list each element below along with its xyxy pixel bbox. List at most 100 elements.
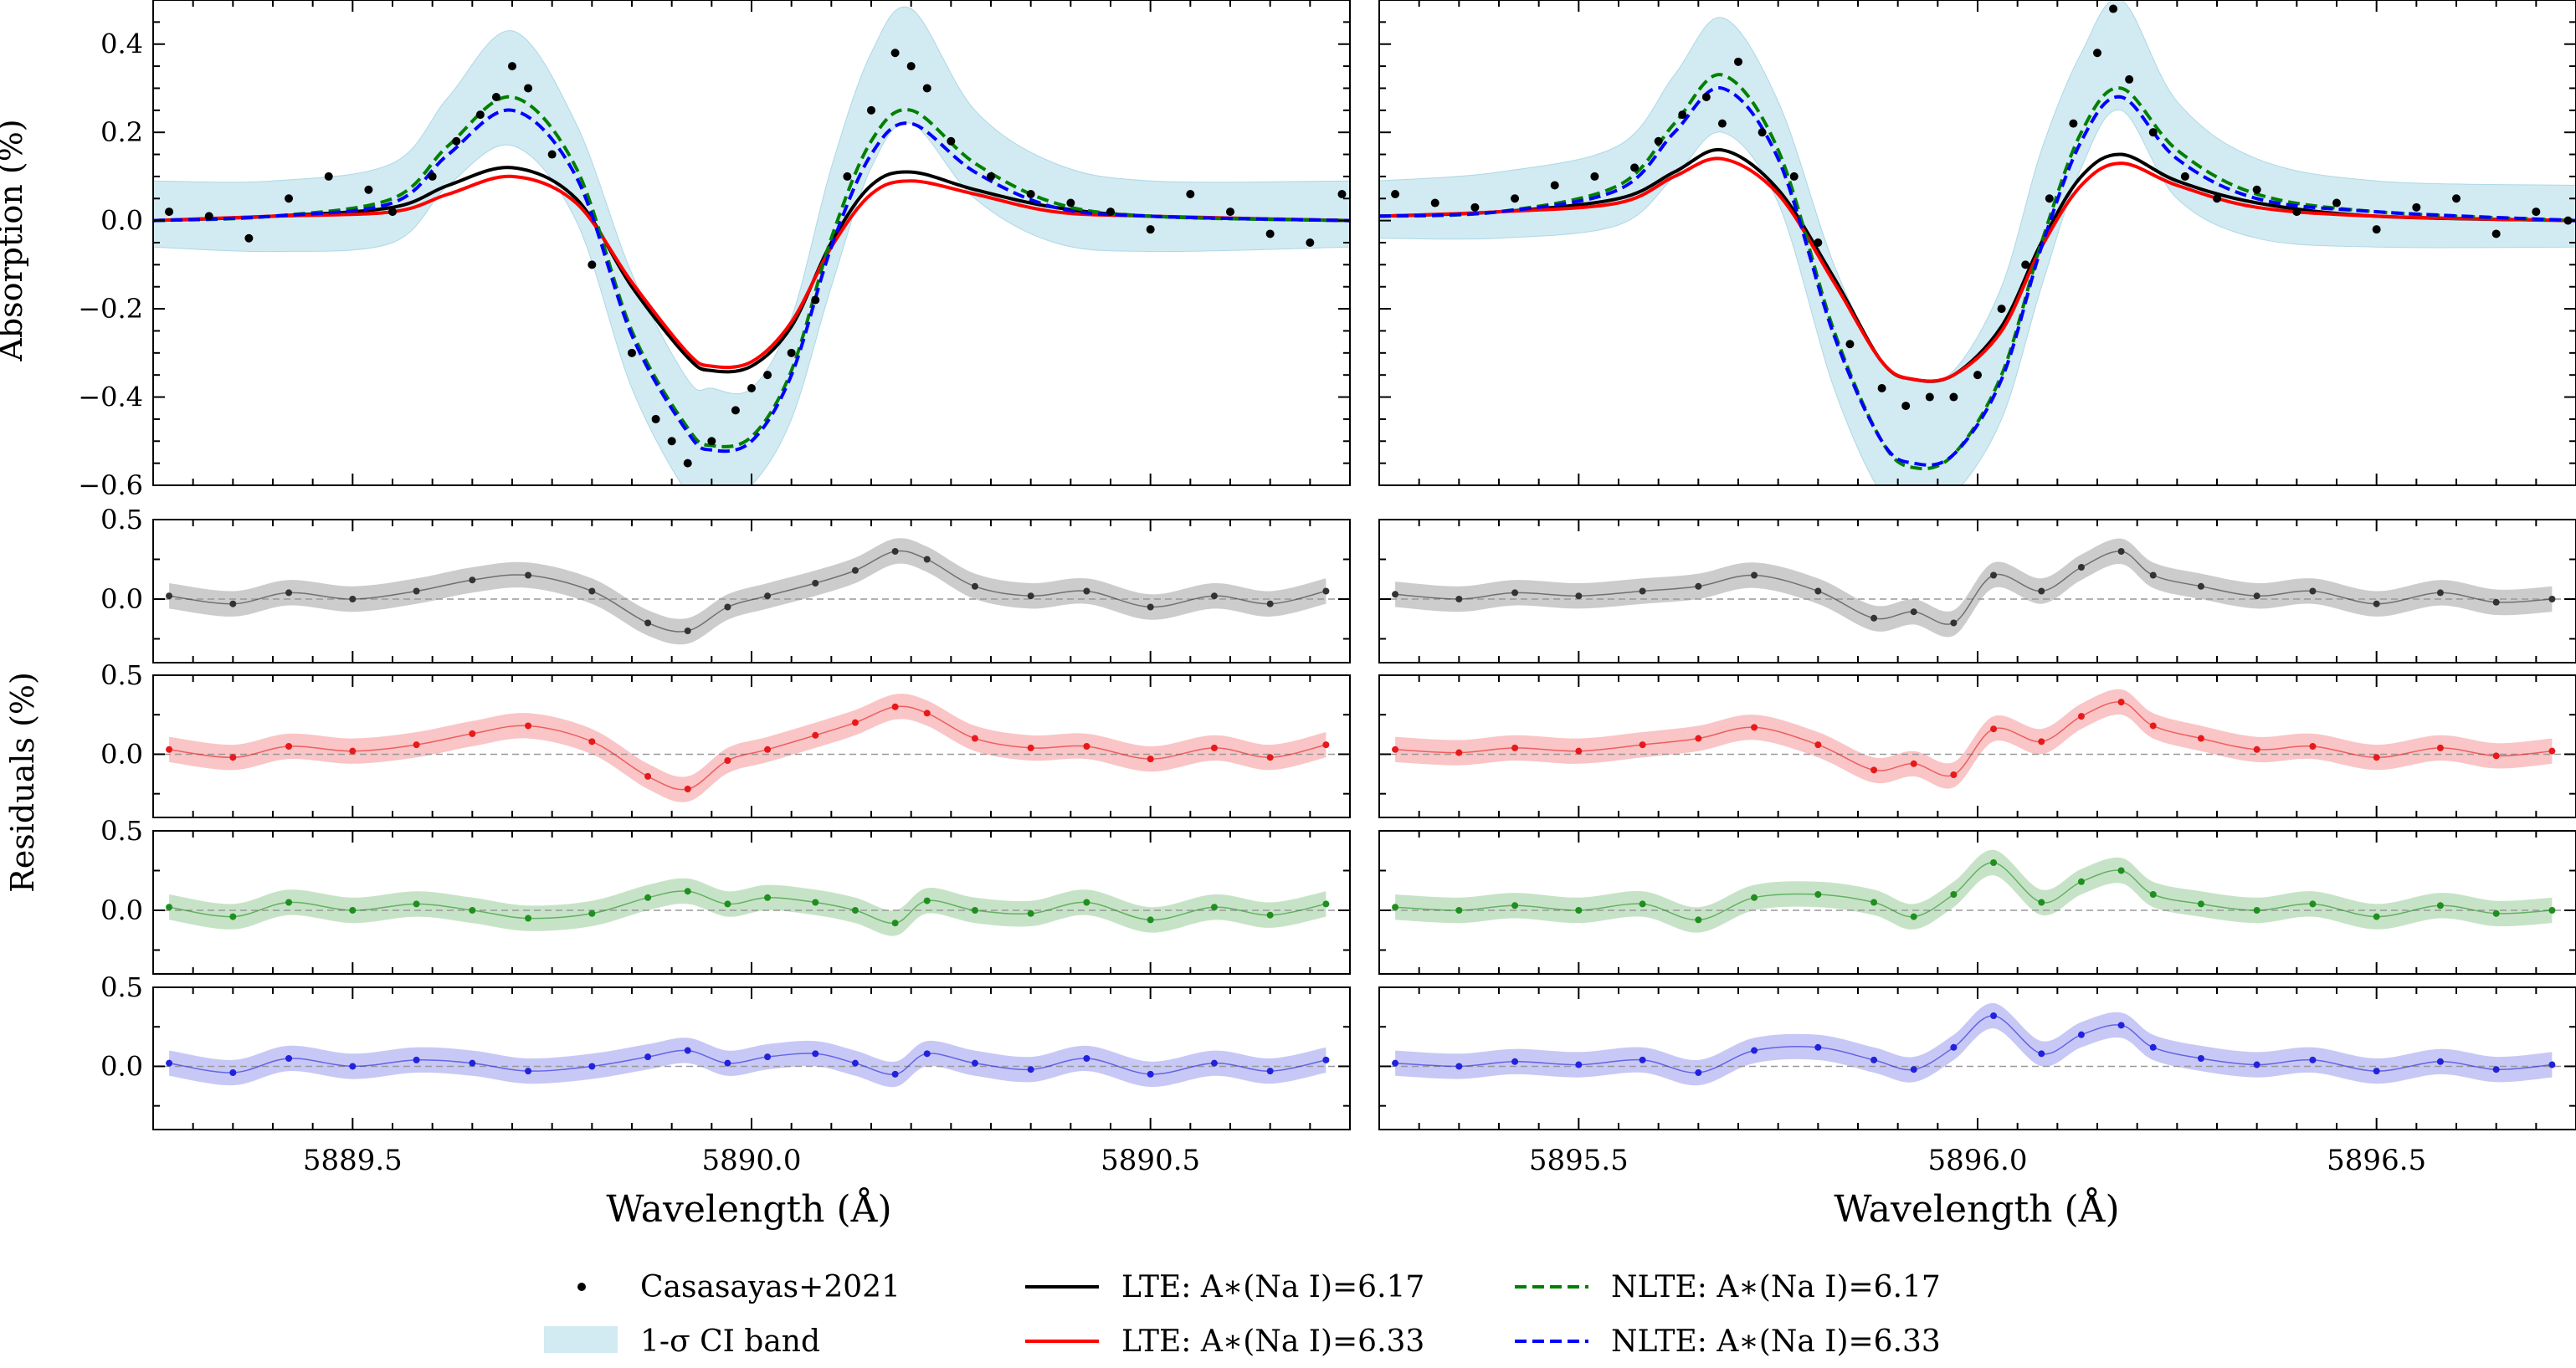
residual-lte-633-left-point xyxy=(644,772,652,780)
residual-lte-617-right-point xyxy=(1455,596,1463,602)
residual-lte-633-right-point xyxy=(1392,745,1399,753)
legend-3-label: LTE: A∗(Na I)=6.17 xyxy=(1121,1270,1424,1304)
residual-nlte-633-right-point xyxy=(2197,1055,2204,1062)
legend-1-marker xyxy=(577,1283,586,1291)
residual-lte-617-right-point xyxy=(1575,592,1583,600)
residual-lte-633-right-point xyxy=(1639,741,1646,749)
residual-nlte-617-right-point xyxy=(1639,900,1646,908)
d2-observed-point xyxy=(204,212,213,221)
residual-nlte-617-left-point xyxy=(588,909,596,917)
residual-lte-633-left-point xyxy=(588,738,596,745)
d2-observed-point xyxy=(1186,190,1195,198)
d1-observed-point xyxy=(1901,402,1911,411)
residual-nlte-617-right-point xyxy=(1870,899,1878,906)
residual-nlte-617-left-band xyxy=(169,878,1326,936)
y-tick-label: 0.0 xyxy=(100,894,143,926)
d1-observed-point xyxy=(1678,110,1687,120)
residual-nlte-617-left-panel: 0.5 0.0 xyxy=(100,815,1351,975)
residual-lte-617-right-point xyxy=(2117,548,2125,555)
residual-nlte-617-left-point xyxy=(1322,900,1330,908)
d2-observed-point xyxy=(987,172,995,181)
residual-lte-633-left-point xyxy=(891,703,899,710)
residual-lte-617-right-point xyxy=(1910,608,1917,616)
residual-lte-617-right-point xyxy=(1814,587,1822,595)
d2-observed-point xyxy=(244,233,254,243)
d1-observed-point xyxy=(1590,172,1599,181)
residual-lte-633-right-point xyxy=(2253,745,2260,753)
d1-observed-point xyxy=(2213,194,2221,203)
residual-lte-617-right-point xyxy=(2077,564,2085,571)
residual-lte-633-left-point xyxy=(469,730,476,737)
d2-observed-point xyxy=(475,110,485,120)
residual-lte-633-left-point xyxy=(684,786,691,792)
d1-observed-point xyxy=(1430,198,1439,208)
residual-nlte-617-right-point xyxy=(1751,894,1758,901)
d1-observed-point xyxy=(1511,194,1520,203)
d1-observed-point xyxy=(2125,74,2134,84)
d2-lte-633-line xyxy=(153,174,1350,370)
residual-nlte-617-left-point xyxy=(525,915,532,922)
residual-lte-633-left-point xyxy=(166,745,173,753)
residual-lte-617-left-point xyxy=(684,628,691,634)
residual-lte-633-left-point xyxy=(413,741,420,749)
residual-lte-617-right-point xyxy=(2149,571,2157,579)
residual-nlte-633-right-point xyxy=(1751,1047,1758,1054)
residual-lte-617-left-point xyxy=(851,566,859,574)
residual-lte-617-left-point xyxy=(1322,587,1330,595)
d2-observed-point xyxy=(811,295,820,305)
residual-nlte-617-left-point xyxy=(1027,909,1034,917)
d1-observed-point xyxy=(1973,371,1982,380)
residual-nlte-617-right-point xyxy=(2373,913,2380,920)
residual-lte-633-left-point xyxy=(971,735,978,742)
residual-lte-617-left-panel: 0.5 0.0 xyxy=(100,504,1351,664)
panels: 0.40.20.0−0.2−0.4−0.60.50.00.50.00.50.05… xyxy=(78,0,2576,1177)
residual-lte-617-left-point xyxy=(764,592,772,600)
residual-nlte-617-left-point xyxy=(891,920,899,927)
residual-nlte-633-right-point xyxy=(1511,1058,1519,1065)
legend-1-label: Casasayas+2021 xyxy=(640,1270,901,1304)
residual-nlte-633-left-panel: 5889.5 5890.0 5890.5 0.5 0.0 xyxy=(100,971,1351,1177)
residual-nlte-633-right-point xyxy=(1575,1061,1583,1068)
residual-lte-617-right-point xyxy=(1511,589,1519,597)
residual-nlte-617-right-point xyxy=(2038,899,2045,906)
d1-observed-point xyxy=(2109,4,2118,13)
residual-lte-617-left-point xyxy=(1027,592,1034,600)
residual-lte-633-left-panel: 0.5 0.0 xyxy=(100,659,1351,818)
d2-observed-point xyxy=(491,93,500,101)
d1-observed-point xyxy=(2452,194,2461,203)
residual-nlte-617-right-point xyxy=(2436,902,2444,909)
d1-observed-point xyxy=(2332,198,2341,208)
d1-observed-point xyxy=(2069,119,2078,128)
residual-nlte-633-right-point xyxy=(1870,1056,1878,1063)
x-tick-label: 5896.0 xyxy=(1928,1144,2028,1177)
y-tick-label: 0.2 xyxy=(100,116,143,148)
d2-observed-point xyxy=(165,208,174,217)
d2-observed-point xyxy=(285,194,294,203)
d2-absorption-panel: 0.4 0.2 0.0 −0.2 −0.4 −0.6 xyxy=(78,0,1351,501)
residual-nlte-633-right-point xyxy=(2038,1050,2045,1058)
d2-observed-point xyxy=(667,437,676,446)
residual-nlte-617-left-point xyxy=(851,907,859,914)
legend-2-swatch xyxy=(544,1326,618,1353)
d1-observed-point xyxy=(1997,305,2006,314)
residual-lte-633-left-point xyxy=(812,731,819,739)
d1-observed-point xyxy=(1654,136,1663,146)
residual-nlte-617-right-band xyxy=(1395,849,2553,933)
residual-nlte-617-left-point xyxy=(1083,899,1090,906)
d2-observed-point xyxy=(922,84,931,93)
residual-lte-633-left-point xyxy=(1027,744,1034,751)
d2-observed-point xyxy=(763,371,772,380)
d2-observed-point xyxy=(324,172,333,181)
residual-lte-617-right-point xyxy=(2038,587,2045,595)
residual-nlte-633-left-point xyxy=(724,1059,731,1067)
residual-nlte-633-left-band xyxy=(169,1038,1326,1088)
residual-nlte-633-right-point xyxy=(2117,1022,2125,1029)
residual-nlte-617-right-point xyxy=(1950,891,1958,898)
residual-lte-633-right-point xyxy=(2077,713,2085,720)
y-tick-label: 0.5 xyxy=(100,971,143,1003)
residual-lte-633-left-point xyxy=(525,722,532,730)
residual-nlte-633-left-point xyxy=(923,1050,931,1058)
residual-nlte-617-left-point xyxy=(684,888,691,895)
y-tick-label: 0.5 xyxy=(100,815,143,847)
residual-nlte-633-left-point xyxy=(851,1059,859,1067)
